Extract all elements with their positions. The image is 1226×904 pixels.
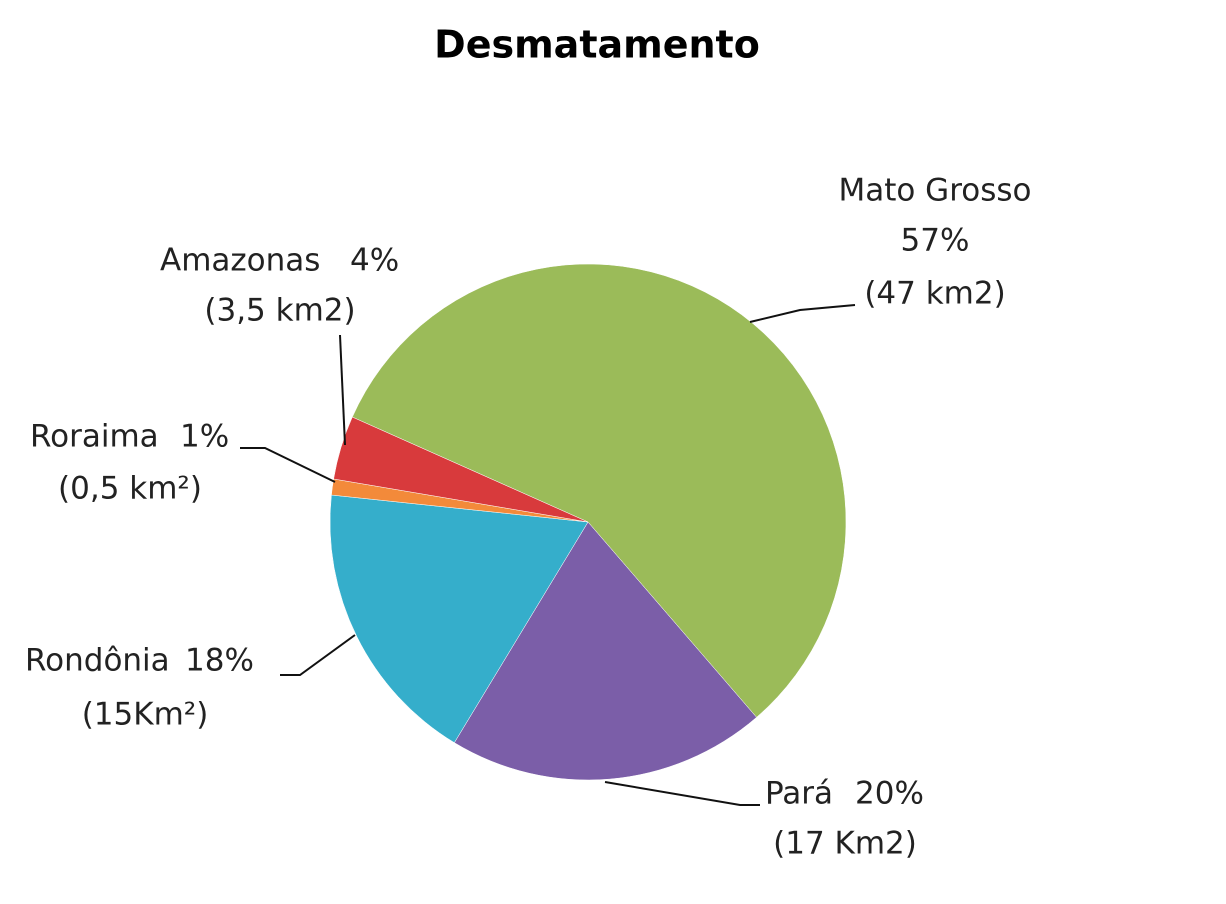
slice-area: (47 km2): [864, 276, 1005, 312]
slice-area: (0,5 km²): [58, 471, 202, 507]
leader-line: [240, 447, 336, 483]
slice-area: (15Km²): [82, 697, 209, 733]
slice-percent: 1%: [180, 419, 229, 455]
leader-line: [604, 781, 760, 806]
slice-label: Roraima: [30, 419, 159, 455]
pie-slice: [333, 416, 589, 523]
slice-label: Mato Grosso: [838, 173, 1031, 209]
pie-slice: [329, 494, 589, 744]
pie-slice: [454, 521, 757, 781]
slice-label: Rondônia: [25, 643, 170, 679]
pie-slice: [351, 263, 847, 718]
slice-percent: 20%: [855, 776, 924, 812]
slice-label: Pará: [765, 776, 833, 812]
slice-label: Amazonas: [160, 243, 320, 279]
leader-line: [339, 334, 346, 446]
leader-line: [749, 304, 856, 323]
slice-percent: 57%: [901, 223, 970, 259]
slice-area: (17 Km2): [773, 826, 917, 862]
chart-title: Desmatamento: [434, 23, 760, 67]
slice-percent: 18%: [185, 643, 254, 679]
slice-area: (3,5 km2): [204, 293, 355, 329]
slice-percent: 4%: [350, 243, 399, 279]
leader-line: [280, 634, 356, 676]
